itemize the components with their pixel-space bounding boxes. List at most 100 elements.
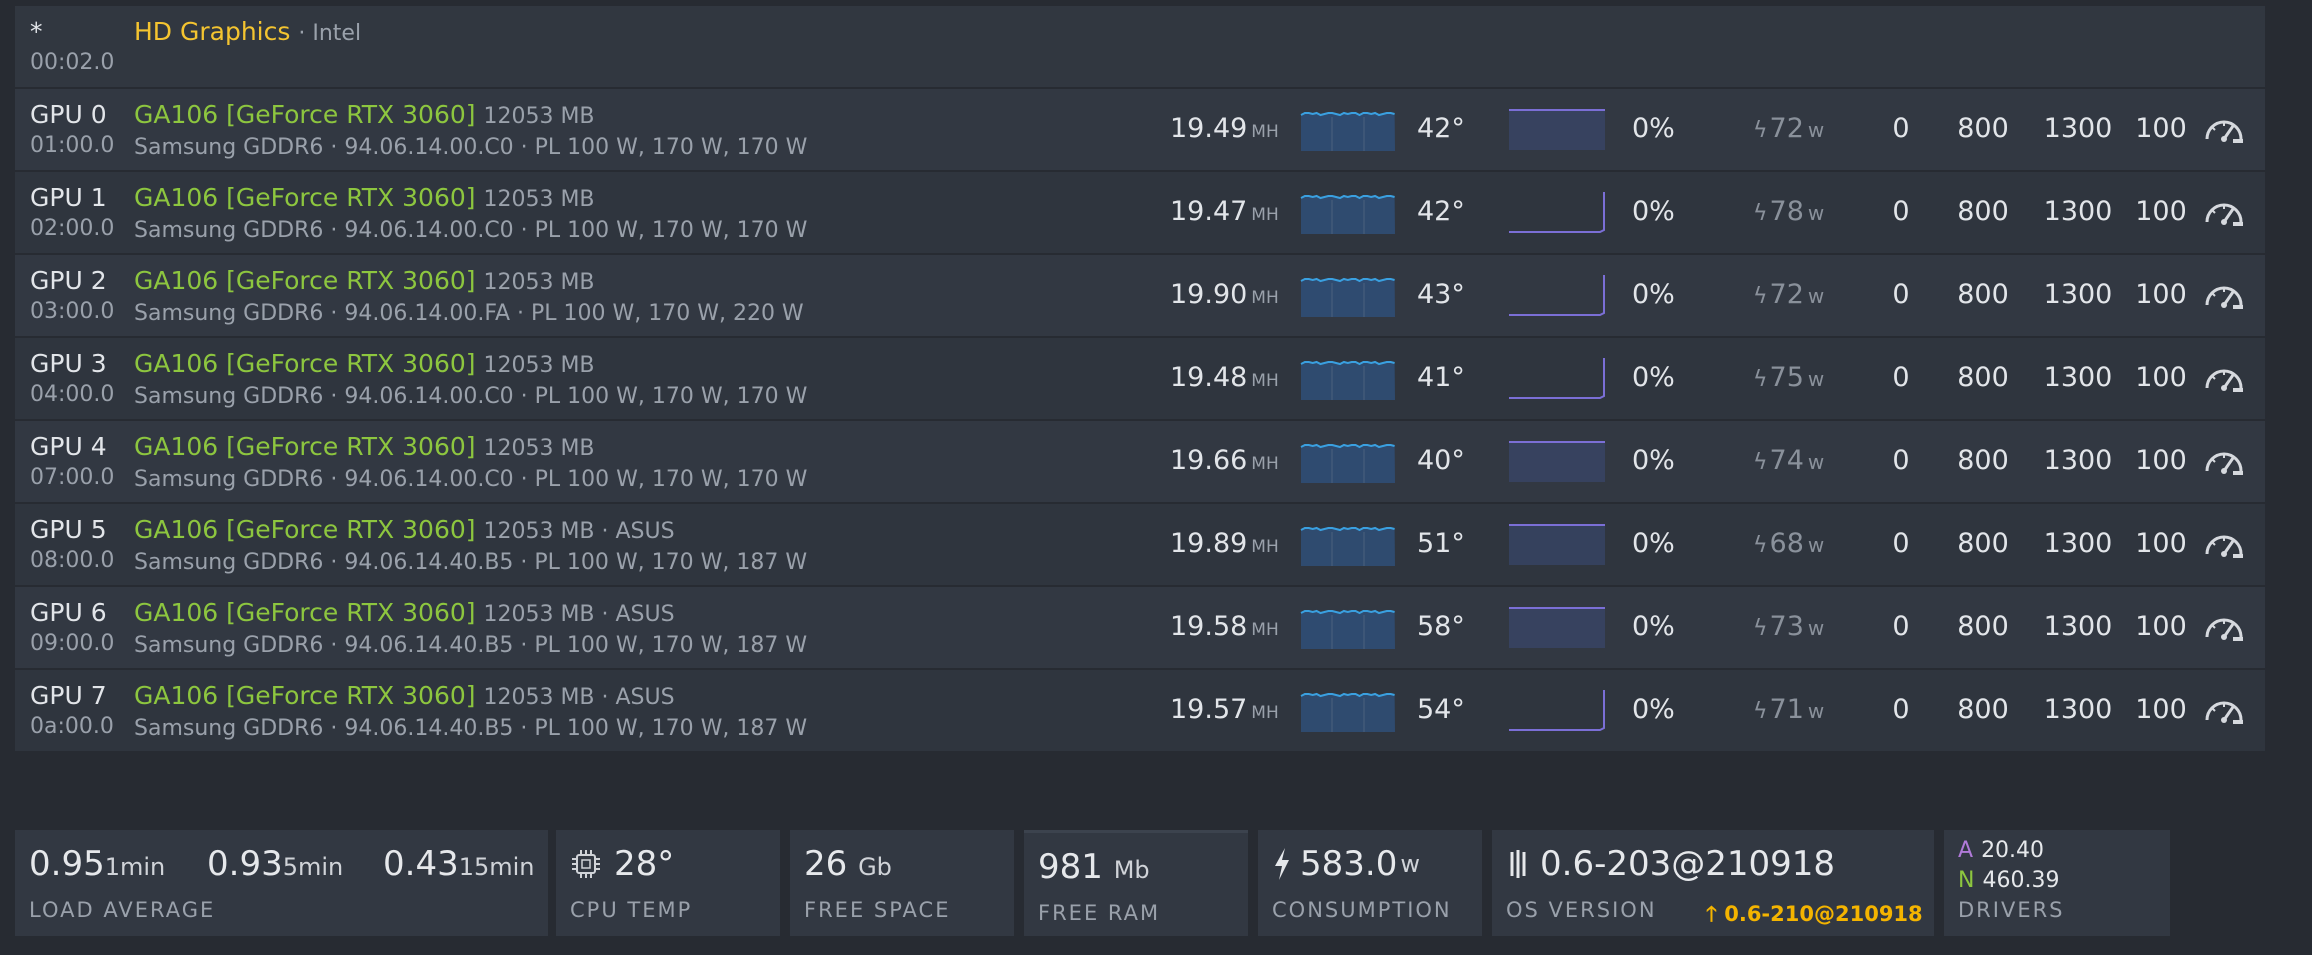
lightning-icon: ϟ (1753, 533, 1768, 558)
gpu-model: GA106 [GeForce RTX 3060] (134, 183, 476, 212)
gpu-power: ϟ74 w (1753, 445, 1824, 476)
gpu-power-value: 72 (1769, 279, 1804, 310)
overclock-gauge-icon[interactable] (2203, 113, 2245, 145)
free-ram-label: FREE RAM (1038, 901, 1161, 925)
gpu-hashrate-unit: MH (1251, 288, 1279, 308)
gpu-hashrate-value: 19.57 (1170, 694, 1248, 725)
load-5min: 0.93 (207, 844, 283, 884)
gpu-power-unit: w (1807, 284, 1825, 308)
gpu-row[interactable]: GPU 5 08:00.0 GA106 [GeForce RTX 3060] 120… (15, 504, 2265, 585)
overclock-gauge-icon[interactable] (2203, 611, 2245, 643)
gpu-power-unit: w (1807, 367, 1825, 391)
gpu-row[interactable]: GPU 4 07:00.0 GA106 [GeForce RTX 3060] 120… (15, 421, 2265, 502)
gpu-hashrate-value: 19.49 (1170, 113, 1248, 144)
overclock-gauge-icon[interactable] (2203, 362, 2245, 394)
gpu-power-limit: 100 (2135, 528, 2187, 559)
lightning-icon: ϟ (1753, 616, 1768, 641)
gpu-row[interactable]: GPU 1 02:00.0 GA106 [GeForce RTX 3060] 120… (15, 172, 2265, 253)
gpu-power-value: 71 (1769, 694, 1804, 725)
gpu-bus: 07:00.0 (30, 465, 115, 490)
gpu-core-clock: 1300 (2043, 445, 2113, 476)
lightning-icon (1275, 848, 1289, 880)
os-update-link[interactable]: 🡑 0.6-210@210918 (1706, 900, 1923, 935)
gpu-power-unit: w (1807, 616, 1825, 640)
gpu-temperature: 41° (1417, 362, 1465, 393)
gpu-bus: 04:00.0 (30, 382, 115, 407)
gpu-model: GA106 [GeForce RTX 3060] (134, 598, 476, 627)
gpu-mem-clock: 800 (1957, 528, 2009, 559)
gpu-hashrate: 19.49 MH (1170, 113, 1279, 144)
gpu-row[interactable]: GPU 0 01:00.0 GA106 [GeForce RTX 3060] 120… (15, 89, 2265, 170)
hashrate-sparkline (1300, 194, 1395, 234)
gpu-model: GA106 [GeForce RTX 3060] (134, 432, 476, 461)
gpu-name: GPU 2 (30, 266, 107, 295)
gpu-core-clock: 1300 (2043, 113, 2113, 144)
lightning-icon: ϟ (1753, 699, 1768, 724)
gpu-mem-clock: 800 (1957, 196, 2009, 227)
fan-sparkline (1509, 192, 1605, 233)
load-5min-unit: 5min (282, 853, 344, 881)
gpu-power: ϟ72 w (1753, 113, 1824, 144)
free-ram-value: 981 (1038, 847, 1103, 887)
igpu-id: * (30, 17, 43, 46)
gpu-hashrate-value: 19.90 (1170, 279, 1248, 310)
gpu-power-limit: 100 (2135, 279, 2187, 310)
arrow-up-icon: 🡑 (1706, 902, 1717, 926)
gpu-mem-clock: 800 (1957, 611, 2009, 642)
gpu-core-offset: 0 (1892, 611, 1910, 642)
overclock-gauge-icon[interactable] (2203, 279, 2245, 311)
load-1min: 0.95 (29, 844, 105, 884)
gpu-temperature: 42° (1417, 196, 1465, 227)
overclock-gauge-icon[interactable] (2203, 196, 2245, 228)
gpu-row[interactable]: GPU 2 03:00.0 GA106 [GeForce RTX 3060] 120… (15, 255, 2265, 336)
overclock-gauge-icon[interactable] (2203, 528, 2245, 560)
gpu-power-limit: 100 (2135, 196, 2187, 227)
gpu-core-offset: 0 (1892, 362, 1910, 393)
gpu-core-offset: 0 (1892, 694, 1910, 725)
gpu-fan-speed: 0% (1632, 362, 1675, 393)
gpu-core-clock: 1300 (2043, 694, 2113, 725)
lightning-icon: ϟ (1753, 450, 1768, 475)
gpu-memory: 12053 MB · ASUS (483, 602, 675, 627)
overclock-gauge-icon[interactable] (2203, 694, 2245, 726)
gpu-temperature: 40° (1417, 445, 1465, 476)
gpu-bus: 08:00.0 (30, 548, 115, 573)
hive-logo-icon (1510, 850, 1526, 878)
gpu-core-offset: 0 (1892, 113, 1910, 144)
cpu-temp-value: 28° (614, 844, 675, 884)
gpu-model: GA106 [GeForce RTX 3060] (134, 100, 476, 129)
gpu-hashrate: 19.89 MH (1170, 528, 1279, 559)
lightning-icon: ϟ (1753, 201, 1768, 226)
gpu-core-offset: 0 (1892, 445, 1910, 476)
gpu-memory: 12053 MB (483, 104, 595, 129)
lightning-icon: ϟ (1753, 367, 1768, 392)
gpu-row[interactable]: GPU 6 09:00.0 GA106 [GeForce RTX 3060] 120… (15, 587, 2265, 668)
gpu-name: GPU 0 (30, 100, 107, 129)
gpu-bus: 01:00.0 (30, 133, 115, 158)
gpu-power: ϟ72 w (1753, 279, 1824, 310)
gpu-memory: 12053 MB · ASUS (483, 685, 675, 710)
gpu-power-value: 74 (1769, 445, 1804, 476)
nvidia-driver-key: N (1958, 868, 1975, 893)
overclock-gauge-icon[interactable] (2203, 445, 2245, 477)
gpu-bus: 03:00.0 (30, 299, 115, 324)
load-15min-unit: 15min (458, 853, 535, 881)
os-version-label: OS VERSION (1506, 898, 1657, 922)
consumption-unit: w (1400, 850, 1420, 878)
load-average-label: LOAD AVERAGE (29, 898, 216, 922)
gpu-hashrate-unit: MH (1251, 454, 1279, 474)
gpu-hashrate: 19.58 MH (1170, 611, 1279, 642)
os-version-value: 0.6-203@210918 (1540, 844, 1836, 884)
gpu-power-unit: w (1807, 201, 1825, 225)
gpu-power-value: 75 (1769, 362, 1804, 393)
fan-sparkline (1509, 441, 1605, 482)
gpu-power-value: 68 (1769, 528, 1804, 559)
free-ram-card: 981 Mb FREE RAM (1024, 830, 1248, 936)
gpu-row[interactable]: GPU 3 04:00.0 GA106 [GeForce RTX 3060] 120… (15, 338, 2265, 419)
gpu-bus: 09:00.0 (30, 631, 115, 656)
gpu-model: GA106 [GeForce RTX 3060] (134, 349, 476, 378)
gpu-fan-speed: 0% (1632, 113, 1675, 144)
amd-driver-version: 20.40 (1981, 838, 2045, 863)
gpu-row[interactable]: GPU 7 0a:00.0 GA106 [GeForce RTX 3060] 120… (15, 670, 2265, 751)
gpu-memory: 12053 MB · ASUS (483, 519, 675, 544)
